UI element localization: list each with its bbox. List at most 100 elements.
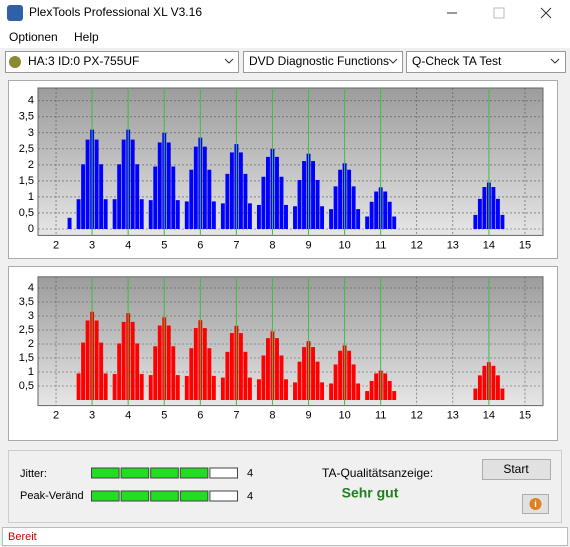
bar [135, 343, 140, 400]
meters: 44 [91, 467, 253, 502]
meter-segment [150, 467, 179, 479]
bar [338, 169, 343, 229]
bar [193, 146, 198, 229]
bar [112, 373, 117, 400]
close[interactable] [540, 7, 552, 19]
y-tick-label: 2,5 [19, 324, 34, 336]
bar [347, 169, 352, 229]
bar [184, 201, 189, 229]
bar [482, 187, 487, 229]
bar [211, 201, 216, 229]
start-button[interactable] [482, 459, 551, 480]
app-icon [7, 5, 23, 21]
bar [315, 179, 320, 229]
x-tick-label: 9 [305, 239, 311, 251]
y-tick-label: 0,5 [19, 207, 34, 219]
x-tick-label: 12 [411, 239, 423, 251]
meter-segment [120, 490, 150, 502]
bar [279, 176, 284, 229]
bar [175, 375, 180, 400]
y-tick-label: 3 [28, 310, 34, 322]
bar [130, 139, 135, 229]
bar [491, 365, 496, 400]
x-tick-label: 15 [519, 410, 531, 422]
bar [369, 380, 374, 400]
bar [94, 139, 99, 229]
function-select[interactable] [243, 51, 403, 73]
bar [148, 375, 153, 400]
y-tick-label: 2 [28, 338, 34, 350]
x-tick-label: 12 [411, 410, 423, 422]
bar [275, 156, 279, 229]
x-tick-label: 7 [233, 410, 239, 422]
x-tick-label: 3 [89, 239, 95, 251]
y-tick-label: 4 [28, 95, 34, 107]
bar [261, 355, 266, 400]
bar [387, 380, 392, 400]
bar [202, 328, 207, 400]
bar [243, 351, 248, 400]
bar [171, 166, 176, 229]
bar [374, 373, 379, 400]
y-tick-label: 4 [28, 282, 34, 294]
menu-item[interactable]: Optionen [9, 30, 58, 44]
bar [76, 373, 81, 400]
info-label: i [534, 499, 537, 509]
bar [284, 379, 288, 400]
menu-item[interactable]: Help [74, 30, 99, 44]
bar [256, 379, 261, 400]
bar [85, 320, 90, 400]
bar [243, 173, 248, 229]
start-label: Start [503, 462, 529, 476]
bar [297, 179, 302, 229]
meter-segment [91, 467, 120, 479]
bar [351, 186, 356, 229]
bar [315, 361, 320, 400]
test-select[interactable] [406, 51, 566, 73]
bar [247, 377, 252, 400]
bar [275, 338, 279, 400]
bar [279, 355, 284, 400]
meter-segment [209, 467, 238, 479]
bar [81, 342, 86, 400]
bar [293, 206, 297, 229]
bar [477, 375, 482, 400]
bar [247, 203, 252, 229]
meter-value: 4 [247, 467, 253, 479]
x-tick-label: 4 [125, 410, 131, 422]
x-tick-label: 6 [197, 239, 203, 251]
bar [311, 347, 315, 400]
x-tick-label: 8 [269, 239, 275, 251]
bar [320, 206, 325, 229]
bar [189, 169, 194, 229]
x-tick-label: 2 [53, 410, 59, 422]
x-tick-label: 6 [197, 410, 203, 422]
y-tick-label: 3 [28, 127, 34, 139]
meter-segment [150, 490, 179, 502]
drive-select[interactable] [5, 51, 239, 73]
x-tick-label: 5 [161, 239, 167, 251]
bar [184, 375, 189, 400]
x-tick-label: 2 [53, 239, 59, 251]
x-tick-label: 13 [447, 410, 459, 422]
bar [297, 361, 302, 400]
x-tick-label: 10 [338, 410, 350, 422]
bar [139, 199, 144, 229]
bar [175, 200, 180, 229]
y-tick-label: 2 [28, 159, 34, 171]
bar [495, 375, 500, 400]
bar [284, 204, 288, 229]
bar [99, 164, 104, 229]
bar [211, 375, 216, 400]
bar [220, 203, 225, 229]
y-tick-label: 1 [28, 191, 34, 203]
bar [477, 198, 482, 229]
bar [266, 338, 270, 400]
bar [491, 187, 496, 229]
maximize[interactable] [493, 7, 505, 19]
bar [207, 348, 212, 400]
bar [338, 350, 343, 400]
x-tick-label: 14 [483, 239, 495, 251]
meter-segment [179, 467, 209, 479]
